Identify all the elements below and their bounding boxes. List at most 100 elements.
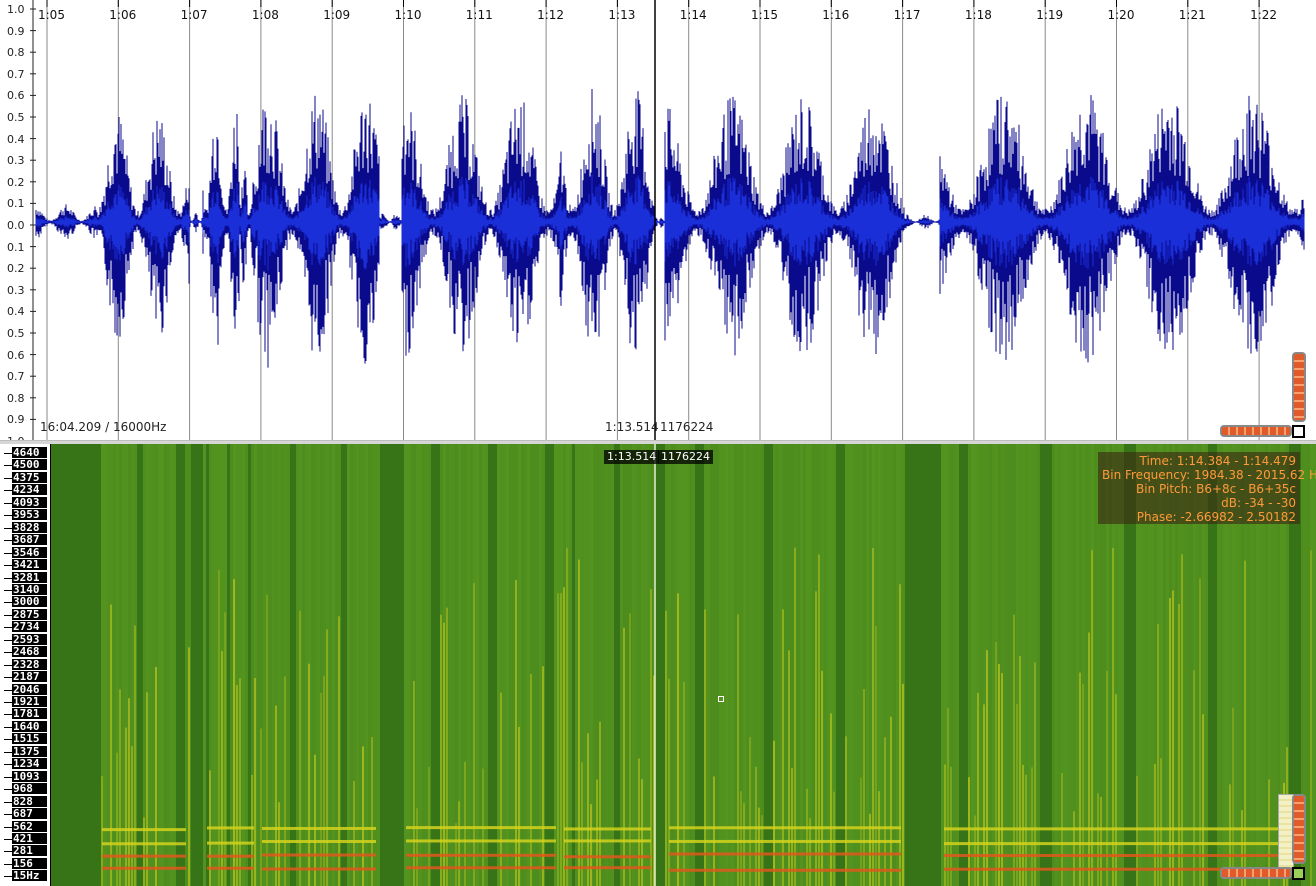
spectrogram-column [1022,444,1025,886]
frequency-tick [4,614,12,616]
spectrogram-column [701,444,704,886]
spectrogram-column [461,444,464,886]
spectrogram-streak [125,727,127,886]
spectrogram-column [1130,444,1133,886]
spectrogram-column [209,444,212,886]
spectrogram-column [329,444,332,886]
info-db: dB: -34 - -30 [1221,496,1296,510]
frequency-tick [4,702,12,703]
spectrogram-streak [515,580,517,886]
spectrogram-column [548,444,551,886]
spectrogram-column [467,444,470,886]
spectrogram-column [1136,444,1139,886]
spectrogram-column [554,444,557,886]
spectrogram-column [797,444,800,886]
spectrogram-streak [1034,662,1036,886]
spectrogram-column [212,444,215,886]
waveform-pane[interactable]: 1.0 0.9 0.8 0.7 0.6 0.5 0.4 0.3 0.2 0.1 0.0 0.1 0.2 0… [0,0,1316,440]
spectrogram-column [176,444,179,886]
frequency-label: 1234 [12,758,47,770]
spectrogram-column [320,444,323,886]
spectrogram-column [1283,444,1286,886]
frequency-tick [4,565,12,567]
spectrogram-streak [473,583,475,886]
spectrogram-column [152,444,155,886]
spectrogram-streak [1001,673,1003,886]
spectrogram-column [107,444,110,886]
spectrogram-streak [977,692,979,886]
spectrogram-column [464,444,467,886]
spectrogram-streak [758,807,760,886]
spectrogram-streak [221,651,223,886]
spectrogram-column [746,444,749,886]
spectrogram-column [965,444,968,886]
spectrogram-column [584,444,587,886]
frequency-label: 968 [12,783,47,795]
spectrogram-column [1004,444,1007,886]
spectrogram-column [971,444,974,886]
spectrogram-streak [968,777,970,886]
spectrogram-column [824,444,827,886]
spectrogram-column [830,444,833,886]
time-label: 1:09 [323,8,351,22]
vertical-zoom-slider[interactable] [1292,352,1306,422]
spectrogram-streak [224,612,226,886]
spectrogram-column [341,444,344,886]
spectrogram-column [1058,444,1061,886]
spectrogram-column [512,444,515,886]
spectrogram-column [362,444,365,886]
frequency-label: 1093 [12,770,47,782]
spectrogram-streak [581,762,583,886]
spectrogram-harmonic-band [564,839,651,843]
spectrogram-streak [599,721,601,886]
spectrogram-column [1268,444,1271,886]
spectrogram-column [932,444,935,886]
spectrogram-column [1217,444,1220,886]
spectrogram-column [1211,444,1214,886]
zoom-reset-button[interactable] [1292,425,1305,438]
spectrogram-zoom-reset-button[interactable] [1292,867,1305,880]
waveform-view[interactable] [0,0,1316,440]
frequency-tick [4,639,12,641]
spectrogram-column [926,444,929,886]
spectrogram-column [1253,444,1256,886]
frequency-label: 2875 [12,608,47,620]
spectrogram-column [1181,444,1184,886]
frequency-label: 281 [12,845,47,857]
spectrogram-column [434,444,437,886]
spectrogram-column [779,444,782,886]
spectrogram-column [371,444,374,886]
spectrogram-column [1301,444,1304,886]
spectrogram-streak [713,776,715,886]
amplitude-label: 0.5 [7,327,25,340]
spectrogram-column [1265,444,1268,886]
spectrogram-column [668,444,671,886]
spectrogram-column [1229,444,1232,886]
time-label: 1:20 [1107,8,1135,22]
spectrogram-streak [875,625,877,886]
spectrogram-column [1112,444,1115,886]
spectrogram-vertical-zoom-slider[interactable] [1292,794,1306,864]
amplitude-label: 0.9 [7,24,25,38]
spectrogram-streak [1157,624,1159,886]
spectrogram-streak [677,593,679,886]
spectrogram-column [539,444,542,886]
spectrogram-column [647,444,650,886]
spectrogram-column [899,444,902,886]
spectrogram-column [1079,444,1082,886]
spectrogram-streak [773,740,775,886]
spectrogram-column [905,444,908,886]
time-label: 1:06 [109,8,137,22]
spectrogram-harmonic-band [944,867,1301,871]
spectrogram-horizontal-zoom-slider[interactable] [1220,867,1292,879]
spectrogram-streak [239,678,241,886]
spectrogram-view[interactable] [0,444,1316,886]
spectrogram-streak [1244,560,1246,886]
pane-splitter[interactable] [0,440,1316,445]
spectrogram-column [1019,444,1022,886]
spectrogram-column [689,444,692,886]
time-label: 1:10 [394,8,422,22]
spectrogram-column [857,444,860,886]
horizontal-zoom-slider[interactable] [1220,425,1292,437]
spectrogram-pane[interactable]: 4640 4500 4375 4234 4093 3953 3828 3687 3546 3421… [0,444,1316,886]
